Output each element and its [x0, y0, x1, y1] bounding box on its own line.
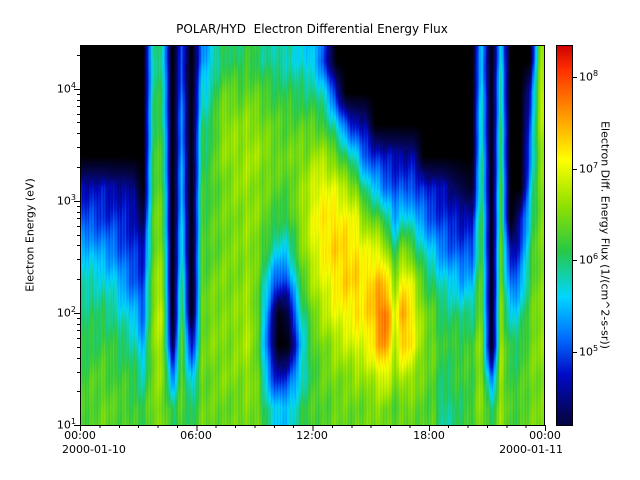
date-label-right: 2000-01-11 [499, 443, 563, 456]
colorbar-tick-label: 106 [579, 252, 599, 267]
x-tick-label-0000b: 00:00 [529, 429, 561, 442]
y-tick-label: 102 [56, 304, 76, 320]
spectrogram-canvas [80, 45, 545, 425]
y-tick-label: 104 [56, 80, 76, 96]
x-tick-label-1800: 18:00 [413, 429, 445, 442]
y-tick-label: 101 [56, 416, 76, 432]
x-tick-label-0600: 06:00 [180, 429, 212, 442]
y-axis-label: Electron Energy (eV) [23, 178, 37, 292]
x-tick-label-1200: 12:00 [296, 429, 328, 442]
colorbar-tick-label: 108 [579, 68, 599, 84]
y-tick-label: 103 [56, 192, 76, 208]
colorbar-tick-label: 107 [579, 160, 599, 176]
colorbar-canvas [556, 45, 573, 425]
colorbar-label: Electron Diff. Energy Flux (1/(cm^2-s-sr… [598, 121, 612, 349]
chart-title: POLAR/HYD Electron Differential Energy F… [176, 22, 448, 36]
x-tick-label-0000a: 00:00 [64, 429, 96, 442]
colorbar-tick-label: 105 [579, 343, 599, 359]
date-label-left: 2000-01-10 [62, 443, 126, 456]
